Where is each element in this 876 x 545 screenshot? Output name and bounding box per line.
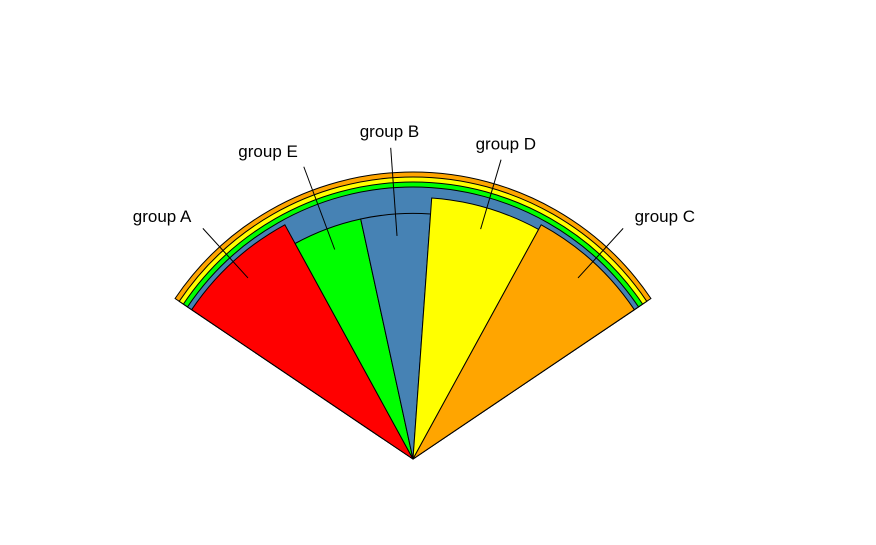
label-group-b: group B: [360, 122, 420, 141]
label-group-e: group E: [238, 142, 298, 161]
label-group-c: group C: [635, 207, 695, 226]
slice-labels: group A group E group B group D group C: [133, 122, 695, 279]
slices: [190, 197, 636, 460]
leader-line-group-c: [577, 228, 624, 279]
leader-line-group-b: [390, 147, 398, 236]
label-group-d: group D: [476, 134, 536, 153]
label-group-a: group A: [133, 207, 192, 226]
leader-line-group-d: [480, 159, 502, 230]
leader-line-group-e: [303, 166, 336, 250]
leader-line-group-a: [202, 228, 249, 279]
